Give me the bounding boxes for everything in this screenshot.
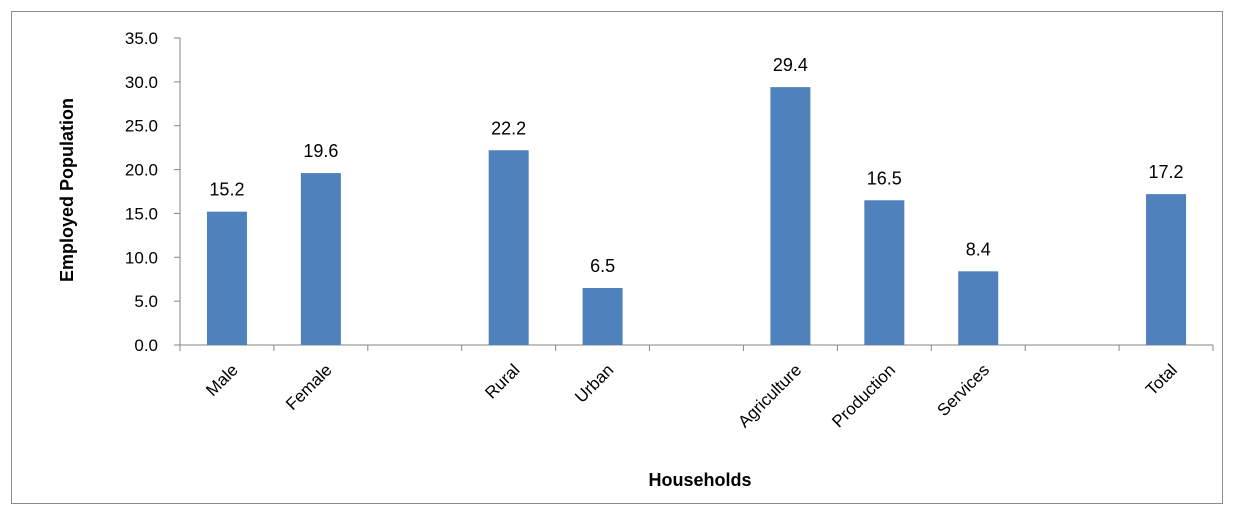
data-label: 8.4 [966, 239, 991, 259]
y-tick-label: 15.0 [125, 204, 158, 223]
x-tick-label: Services [934, 360, 994, 420]
bar-female [300, 173, 341, 345]
data-label: 22.2 [491, 118, 526, 138]
y-tick-label: 25.0 [125, 117, 158, 136]
y-tick-label: 30.0 [125, 73, 158, 92]
x-tick-label: Urban [571, 360, 617, 406]
x-axis-title: Households [648, 470, 751, 490]
bar-rural [488, 150, 529, 345]
bar-total [1146, 194, 1187, 345]
data-label: 6.5 [590, 256, 615, 276]
x-tick-label: Production [828, 360, 899, 431]
bar-male [206, 211, 247, 345]
data-label: 29.4 [773, 55, 808, 75]
bar-agriculture [770, 87, 811, 346]
y-tick-label: 20.0 [125, 161, 158, 180]
y-tick-label: 5.0 [134, 292, 158, 311]
bar-services [958, 271, 999, 345]
data-label: 19.6 [303, 141, 338, 161]
bar-urban [582, 287, 623, 345]
y-tick-label: 0.0 [134, 336, 158, 355]
y-tick-label: 10.0 [125, 248, 158, 267]
y-axis-title: Employed Population [57, 98, 77, 282]
data-label: 16.5 [867, 168, 902, 188]
x-tick-label: Male [202, 360, 241, 399]
plot-area: 0.0 5.0 10.0 15.0 20.0 25.0 30.0 35.0 15.2 Male 19… [125, 29, 1214, 431]
bar-production [864, 200, 905, 345]
y-tick-label: 35.0 [125, 29, 158, 48]
data-label: 15.2 [209, 180, 244, 200]
x-tick-label: Agriculture [734, 360, 805, 431]
x-tick-label: Rural [481, 360, 523, 402]
data-label: 17.2 [1149, 162, 1184, 182]
x-tick-label: Total [1142, 360, 1181, 399]
x-tick-label: Female [282, 360, 336, 414]
